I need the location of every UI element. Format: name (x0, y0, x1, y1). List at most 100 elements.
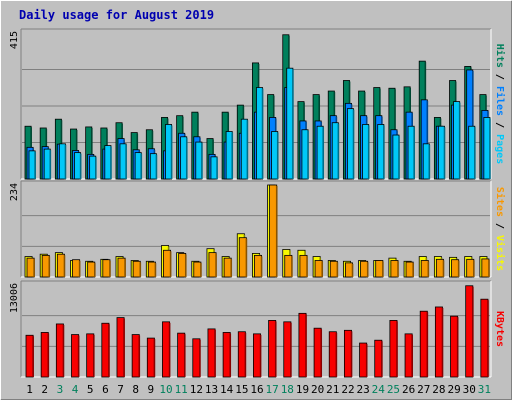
bar-pages-day-1 (28, 150, 36, 180)
bar-kbytes-day-22 (343, 329, 353, 378)
bar-pages-day-18 (286, 67, 294, 180)
bar-pages-day-21-fill (331, 122, 339, 180)
day-label-18: 18 (281, 383, 294, 396)
bar-pages-day-16 (256, 87, 264, 180)
bar-sites-day-5-fill (87, 261, 96, 278)
bar-kbytes-day-3 (55, 323, 65, 378)
bar-sites-day-1-fill (26, 257, 35, 278)
bar-kbytes-day-9 (146, 337, 156, 378)
bar-sites-day-16 (254, 254, 263, 278)
legend-hits-files-pages: Hits / Files / Pages (494, 44, 506, 164)
day-label-3: 3 (57, 383, 64, 396)
bar-kbytes-day-10-fill (162, 321, 171, 378)
bar-sites-day-6-fill (102, 259, 111, 278)
bar-kbytes-day-10 (162, 321, 171, 378)
bar-kbytes-day-5 (86, 333, 95, 378)
bar-sites-day-21 (329, 260, 339, 278)
bar-sites-day-3 (56, 253, 66, 278)
bar-sites-day-23-fill (360, 260, 369, 278)
bar-kbytes-day-25-fill (389, 320, 398, 378)
bar-sites-day-12 (193, 261, 202, 278)
bar-kbytes-day-27 (419, 310, 429, 378)
bar-kbytes-day-21 (328, 331, 338, 378)
bar-sites-day-29 (451, 259, 460, 278)
bar-pages-day-26-fill (407, 125, 415, 180)
bar-kbytes-day-6-fill (101, 322, 110, 378)
bar-pages-day-2-fill (43, 148, 51, 180)
legend-entry-files: Files (494, 86, 506, 116)
bar-pages-day-12 (195, 141, 203, 180)
bar-sites-day-27 (420, 260, 430, 278)
bar-kbytes-day-20-fill (313, 327, 322, 378)
bar-kbytes-day-23-fill (359, 342, 368, 378)
legend-entry-: / (494, 116, 505, 134)
bar-sites-day-2 (41, 254, 51, 278)
bar-pages-day-13-fill (210, 156, 218, 180)
bar-kbytes-day-28-fill (434, 306, 443, 378)
bar-pages-day-27 (422, 143, 431, 180)
bar-sites-day-24 (375, 260, 384, 278)
bar-pages-day-29 (453, 101, 461, 180)
bar-sites-day-26-fill (405, 261, 414, 278)
bar-pages-day-6 (104, 145, 112, 180)
legend-entry-: / (494, 68, 505, 86)
bar-sites-day-14 (223, 257, 233, 278)
day-label-10: 10 (159, 383, 172, 396)
bar-kbytes-day-1-fill (25, 334, 34, 378)
bar-pages-day-26 (407, 125, 415, 180)
day-label-8: 8 (132, 383, 139, 396)
legend-entry-hits: Hits (494, 44, 506, 68)
bar-pages-day-7 (119, 143, 127, 180)
bar-pages-day-19 (301, 129, 309, 180)
bar-kbytes-day-14-fill (222, 332, 231, 378)
bar-pages-day-28 (437, 125, 446, 180)
day-label-17: 17 (266, 383, 279, 396)
bar-kbytes-day-24-fill (374, 339, 383, 378)
bar-sites-day-27-fill (420, 260, 429, 278)
y-axis-max-label-hits-files-pages: 415 (9, 31, 20, 49)
day-label-24: 24 (372, 383, 386, 396)
bar-pages-day-8-fill (134, 152, 142, 180)
bar-kbytes-day-26 (404, 333, 413, 378)
legend-entry-visits: Visits (494, 235, 506, 271)
bar-sites-day-3-fill (56, 253, 65, 278)
bar-sites-day-1 (26, 257, 35, 278)
bar-kbytes-day-8 (131, 334, 141, 378)
bar-kbytes-day-23 (359, 342, 368, 378)
bar-kbytes-day-16 (253, 333, 262, 378)
bar-kbytes-day-13-fill (207, 328, 216, 378)
bar-kbytes-day-12-fill (192, 338, 201, 378)
bar-sites-day-23 (360, 260, 369, 278)
bar-pages-day-11 (180, 136, 188, 180)
bar-pages-day-11-fill (180, 136, 188, 180)
bar-kbytes-day-16-fill (253, 333, 261, 378)
bar-sites-day-25-fill (390, 260, 399, 278)
bar-kbytes-day-14 (222, 332, 232, 378)
bar-pages-day-17 (271, 131, 279, 180)
legend-entry-: / (494, 217, 505, 235)
bar-pages-day-6-fill (104, 145, 112, 180)
day-label-1: 1 (26, 383, 33, 396)
bar-kbytes-day-20 (313, 327, 323, 378)
bar-pages-day-25 (392, 134, 400, 180)
bar-sites-day-13 (208, 252, 217, 278)
bar-pages-day-29-fill (453, 101, 461, 180)
bar-sites-day-15 (238, 237, 248, 278)
bar-kbytes-day-4 (71, 334, 80, 378)
y-axis-max-label-sites-visits: 234 (9, 183, 20, 201)
day-label-2: 2 (41, 383, 48, 396)
bar-kbytes-day-29 (450, 315, 459, 378)
bar-pages-day-5-fill (89, 155, 97, 180)
bar-sites-day-4 (72, 259, 81, 278)
bar-pages-day-22-fill (346, 108, 354, 180)
bar-pages-day-28-fill (437, 125, 445, 180)
bar-sites-day-24-fill (375, 260, 384, 278)
day-label-23: 23 (357, 383, 370, 396)
bar-sites-day-25 (390, 260, 399, 278)
bar-sites-day-28 (435, 258, 445, 278)
bar-pages-day-14-fill (225, 131, 233, 180)
bar-sites-day-10 (163, 249, 172, 278)
bar-pages-day-1-fill (28, 150, 36, 180)
